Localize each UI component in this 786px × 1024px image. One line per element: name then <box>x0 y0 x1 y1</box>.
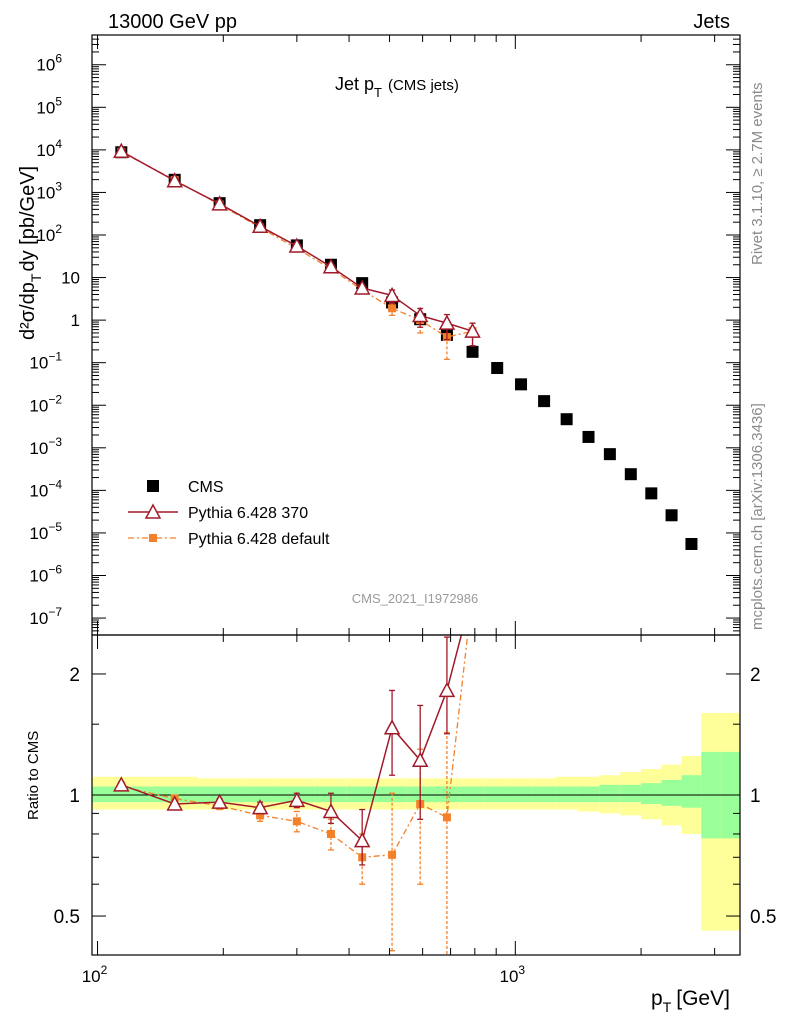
y-tick-label: 105 <box>36 94 62 117</box>
ratio-pythia-default-marker <box>388 850 397 859</box>
ratio-band-stat <box>532 786 556 803</box>
ratio-pythia-default-marker <box>292 817 301 826</box>
axes: 102 10310610510410310210110−110−210−310−4… <box>29 34 776 986</box>
ratio-uncertainty-bands <box>92 712 740 931</box>
ratio-band-stat <box>577 786 600 803</box>
ratio-pythia-370-marker <box>251 799 269 815</box>
ratio-pythia-370-marker <box>166 795 183 811</box>
collision-label: 13000 GeV pp <box>108 11 237 33</box>
pythia-370-marker <box>438 314 456 330</box>
pythia-370-marker <box>383 286 401 303</box>
y-tick-label: 10 <box>61 269 80 288</box>
ratio-y-tick-label-right: 1 <box>750 786 761 807</box>
ratio-y-tick-label-left: 1 <box>69 786 80 807</box>
legend-marker-pythia-370 <box>144 503 162 519</box>
y-tick-label: 103 <box>36 179 62 202</box>
legend-label-cms: CMS <box>188 479 224 496</box>
cms-data-point <box>491 362 504 375</box>
cms-data-point <box>665 509 678 522</box>
main-series <box>113 142 698 550</box>
plot-title: Jet pT (CMS jets) <box>335 74 459 100</box>
y-axis-label: d²σ/dpTdy [pb/GeV] <box>17 166 44 340</box>
cms-data-point <box>538 395 551 408</box>
process-label: Jets <box>693 11 730 33</box>
x-tick-label: 103 <box>500 963 526 986</box>
pythia-default-marker <box>388 304 397 313</box>
ratio-band-stat <box>599 784 621 803</box>
ratio-y-tick-label-left: 0.5 <box>54 907 80 928</box>
x-tick-label: 102 <box>82 963 108 986</box>
ratio-band-stat <box>240 786 280 803</box>
pythia-370-marker <box>411 306 429 323</box>
cms-data-point <box>560 413 573 426</box>
ratio-y-tick-label-right: 2 <box>750 665 761 686</box>
legend-marker-cms <box>147 480 159 492</box>
ratio-pythia-370-marker <box>438 681 456 698</box>
ratio-pythia-default-marker <box>326 829 335 838</box>
y-tick-label: 102 <box>36 222 62 245</box>
y-tick-label: 10−6 <box>29 563 62 586</box>
ratio-y-axis-label: Ratio to CMS <box>25 731 42 820</box>
y-tick-label: 106 <box>36 52 62 75</box>
ratio-band-stat <box>620 784 641 803</box>
pythia-370-marker <box>288 237 306 253</box>
pythia-370-marker <box>113 142 130 158</box>
cms-data-point <box>582 430 595 443</box>
ratio-band-stat <box>433 786 460 803</box>
rivet-label: Rivet 3.1.10, ≥ 2.7M events <box>749 83 766 266</box>
pythia-370-marker <box>464 322 481 338</box>
ratio-pythia-370-marker <box>383 719 401 735</box>
mcplots-label: mcplots.cern.ch [arXiv:1306.3436] <box>749 403 766 630</box>
y-tick-label: 104 <box>36 137 62 160</box>
cms-data-point <box>645 487 658 500</box>
ratio-pythia-default-marker <box>256 811 265 820</box>
cms-data-point <box>603 448 616 461</box>
ratio-band-stat <box>459 786 485 803</box>
ratio-series <box>113 635 469 955</box>
analysis-id: CMS_2021_I1972986 <box>352 591 479 606</box>
y-tick-label: 10−7 <box>29 605 62 628</box>
y-tick-label: 10−4 <box>29 477 62 500</box>
cms-data-point <box>515 378 528 391</box>
cms-data-point <box>685 537 698 550</box>
y-tick-label: 10−5 <box>29 520 62 543</box>
ratio-pythia-default-marker <box>442 813 451 822</box>
ratio-pythia-370-marker <box>288 791 306 808</box>
ratio-band-stat <box>661 779 682 806</box>
legend-label-pythia-default: Pythia 6.428 default <box>188 531 330 548</box>
legend-marker-pythia-default <box>149 534 157 542</box>
legend: CMS Pythia 6.428 370 Pythia 6.428 defaul… <box>128 479 330 548</box>
ratio-band-stat <box>150 786 199 803</box>
ratio-pythia-370-marker <box>322 802 340 819</box>
cms-data-point <box>624 468 637 481</box>
ratio-band-stat <box>640 783 662 804</box>
pythia-370-marker <box>251 217 269 234</box>
y-tick-label: 10−2 <box>29 392 62 415</box>
y-tick-label: 10−3 <box>29 435 62 458</box>
ratio-pythia-370-marker <box>353 832 371 848</box>
ratio-band-stat <box>681 775 702 808</box>
ratio-band-stat <box>484 786 510 803</box>
ratio-y-tick-label-left: 2 <box>69 665 80 686</box>
pythia-370-marker <box>322 258 340 274</box>
ratio-band-stat <box>555 786 578 803</box>
y-tick-label: 1 <box>71 311 80 330</box>
y-tick-label: 10−1 <box>29 350 62 373</box>
cms-data-point <box>466 345 479 358</box>
ratio-pythia-370-marker <box>411 751 429 768</box>
pythia-370-marker <box>166 172 183 188</box>
ratio-band-stat <box>346 786 378 803</box>
legend-label-pythia-370: Pythia 6.428 370 <box>188 505 308 522</box>
ratio-band-stat <box>509 786 533 803</box>
x-axis-label: pT [GeV] <box>651 987 730 1015</box>
ratio-y-tick-label-right: 0.5 <box>750 907 776 928</box>
pythia-370-marker <box>353 279 371 295</box>
pythia-370-marker <box>211 195 228 211</box>
ratio-pythia-370-marker <box>211 793 228 809</box>
ratio-pythia-370-marker <box>113 776 130 792</box>
